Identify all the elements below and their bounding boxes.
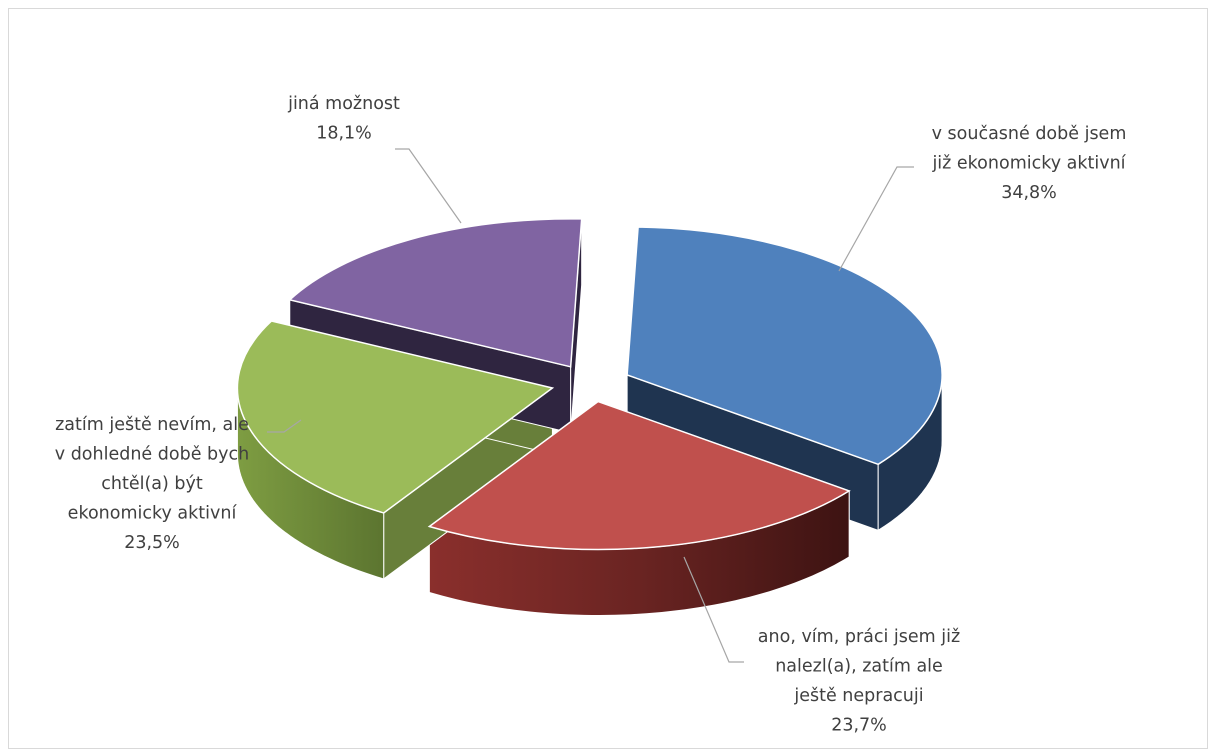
pie-slice-2 xyxy=(427,400,851,551)
slice-value-label: 34,8% xyxy=(1001,183,1057,203)
leader-line xyxy=(395,148,462,224)
slice-label: zatím ještě nevím, ale v dohledné době by… xyxy=(55,415,249,553)
slice-label-line: ještě nepracuji xyxy=(793,686,923,706)
leader-line xyxy=(683,556,744,663)
slice-label: jiná možnost 18,1% xyxy=(287,94,400,144)
pie-chart: v současné době jsem již ekonomicky aktiv… xyxy=(55,94,1127,736)
leader-line xyxy=(267,419,302,433)
slice-label-line: chtěl(a) být xyxy=(101,474,203,494)
pie-slice-4 xyxy=(288,218,583,368)
slice-value-label: 18,1% xyxy=(316,124,372,144)
slice-label-line: zatím ještě nevím, ale xyxy=(55,415,249,435)
pie-slice-3 xyxy=(236,320,555,514)
slice-value-label: 23,5% xyxy=(124,533,180,553)
slice-label-line: nalezl(a), zatím ale xyxy=(775,657,943,677)
slice-label: ano, vím, práci jsem již nalezl(a), zatím… xyxy=(758,627,960,736)
leader-line xyxy=(838,166,914,272)
chart-frame: v současné době jsem již ekonomicky aktiv… xyxy=(8,8,1208,749)
slice-label-line: v současné době jsem xyxy=(932,124,1127,144)
slice-label-line: jiná možnost xyxy=(287,94,400,114)
slice-label-line: ano, vím, práci jsem již xyxy=(758,627,960,647)
slice-label: v současné době jsem již ekonomicky aktiv… xyxy=(931,124,1126,203)
slice-label-line: již ekonomicky aktivní xyxy=(931,154,1126,174)
slice-label-line: v dohledné době bych xyxy=(55,445,249,465)
pie-slice-1 xyxy=(626,226,943,466)
slice-label-line: ekonomicky aktivní xyxy=(68,504,238,524)
slice-value-label: 23,7% xyxy=(831,716,887,736)
